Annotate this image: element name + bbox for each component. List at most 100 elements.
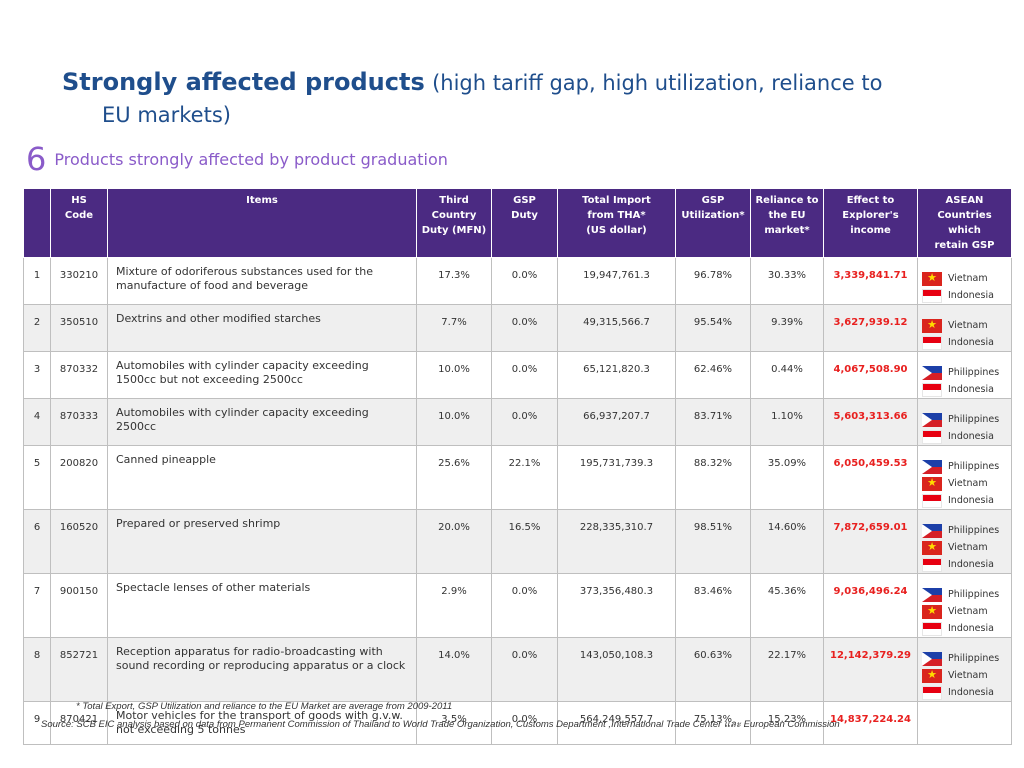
- section-heading-text: Products strongly affected by product gr…: [54, 149, 448, 169]
- table-header-row: HS Code Items Third Country Duty (MFN) GSP D…: [23, 188, 1012, 258]
- total-import-cell: 564,249,557.7: [557, 701, 676, 745]
- hs-code-cell: 200820: [50, 445, 108, 510]
- header-reliance: Reliance to the EU market*: [750, 188, 824, 258]
- gsp-utilization-cell: 75.13%: [675, 701, 751, 745]
- effect-income-cell: 3,627,939.12: [823, 304, 918, 352]
- flag-ph-icon: [922, 412, 942, 427]
- row-number: 7: [23, 573, 51, 638]
- gsp-duty-cell: 22.1%: [491, 445, 558, 510]
- reliance-cell: 0.44%: [750, 351, 824, 399]
- third-country-duty-cell: 14.0%: [416, 637, 492, 702]
- reliance-cell: 1.10%: [750, 398, 824, 446]
- reliance-cell: 35.09%: [750, 445, 824, 510]
- title-sub-line1: (high tariff gap, high utilization, reli…: [432, 71, 883, 95]
- item-description: Automobiles with cylinder capacity excee…: [107, 351, 417, 399]
- country-entry: Vietnam: [922, 539, 1007, 556]
- flag-vn-icon: [922, 540, 942, 555]
- country-name: Vietnam: [948, 273, 988, 284]
- title-strong: Strongly affected products: [62, 68, 425, 96]
- flag-id-icon: [922, 288, 942, 303]
- table-row: 8 852721 Reception apparatus for radio-bro…: [23, 637, 1012, 702]
- gsp-utilization-cell: 96.78%: [675, 257, 751, 305]
- effect-income-cell: 4,067,508.90: [823, 351, 918, 399]
- country-entry: Indonesia: [922, 428, 1007, 445]
- item-description: Prepared or preserved shrimp: [107, 509, 417, 574]
- country-entry: Indonesia: [922, 492, 1007, 509]
- country-entry: Indonesia: [922, 381, 1007, 398]
- total-import-cell: 66,937,207.7: [557, 398, 676, 446]
- country-name: Philippines: [948, 461, 1000, 472]
- item-description: Motor vehicles for the transport of good…: [107, 701, 417, 745]
- asean-countries-cell: Philippines Vietnam Indonesia: [917, 509, 1012, 574]
- table-row: 2 350510 Dextrins and other modified starc…: [23, 304, 1012, 352]
- header-gsp-duty: GSP Duty: [491, 188, 558, 258]
- total-import-cell: 373,356,480.3: [557, 573, 676, 638]
- third-country-duty-cell: 20.0%: [416, 509, 492, 574]
- section-heading: 6 Products strongly affected by product …: [26, 142, 448, 176]
- country-name: Philippines: [948, 653, 1000, 664]
- row-number: 3: [23, 351, 51, 399]
- country-name: Indonesia: [948, 623, 994, 634]
- country-entry: Philippines: [922, 364, 1007, 381]
- third-country-duty-cell: 7.7%: [416, 304, 492, 352]
- gsp-utilization-cell: 83.46%: [675, 573, 751, 638]
- item-description: Canned pineapple: [107, 445, 417, 510]
- gsp-duty-cell: 0.0%: [491, 257, 558, 305]
- flag-id-icon: [922, 685, 942, 700]
- source-note: Source: SCB EIC analysis based on data f…: [41, 719, 840, 730]
- table-row: 7 900150 Spectacle lenses of other materia…: [23, 573, 1012, 638]
- hs-code-cell: 870332: [50, 351, 108, 399]
- effect-income-cell: 5,603,313.66: [823, 398, 918, 446]
- country-entry: Vietnam: [922, 475, 1007, 492]
- country-name: Indonesia: [948, 337, 994, 348]
- gsp-duty-cell: 0.0%: [491, 637, 558, 702]
- country-entry: Philippines: [922, 458, 1007, 475]
- header-hs-code: HS Code: [50, 188, 108, 258]
- hs-code-cell: 870333: [50, 398, 108, 446]
- flag-ph-icon: [922, 587, 942, 602]
- slide-title: Strongly affected products (high tariff …: [62, 66, 972, 131]
- reliance-cell: 30.33%: [750, 257, 824, 305]
- flag-ph-icon: [922, 523, 942, 538]
- gsp-duty-cell: 16.5%: [491, 509, 558, 574]
- third-country-duty-cell: 25.6%: [416, 445, 492, 510]
- products-table: HS Code Items Third Country Duty (MFN) GSP D…: [23, 188, 1012, 745]
- reliance-cell: 45.36%: [750, 573, 824, 638]
- asean-countries-cell: Philippines Vietnam Indonesia: [917, 445, 1012, 510]
- flag-vn-icon: [922, 476, 942, 491]
- flag-vn-icon: [922, 668, 942, 683]
- header-total-import: Total Import from THA* (US dollar): [557, 188, 676, 258]
- country-entry: Philippines: [922, 522, 1007, 539]
- item-description: Reception apparatus for radio-broadcasti…: [107, 637, 417, 702]
- header-third-country-duty: Third Country Duty (MFN): [416, 188, 492, 258]
- item-description: Spectacle lenses of other materials: [107, 573, 417, 638]
- header-effect: Effect to Explorer's income: [823, 188, 918, 258]
- table-row: 1 330210 Mixture of odoriferous substances…: [23, 257, 1012, 305]
- asean-countries-cell: Philippines Vietnam Indonesia: [917, 637, 1012, 702]
- asean-countries-cell: Vietnam Indonesia: [917, 257, 1012, 305]
- effect-income-cell: 7,872,659.01: [823, 509, 918, 574]
- reliance-cell: 14.60%: [750, 509, 824, 574]
- country-name: Indonesia: [948, 495, 994, 506]
- country-name: Indonesia: [948, 431, 994, 442]
- flag-ph-icon: [922, 459, 942, 474]
- gsp-duty-cell: 0.0%: [491, 701, 558, 745]
- flag-id-icon: [922, 429, 942, 444]
- asean-countries-cell: Philippines Indonesia: [917, 351, 1012, 399]
- flag-id-icon: [922, 621, 942, 636]
- flag-id-icon: [922, 493, 942, 508]
- row-number: 5: [23, 445, 51, 510]
- hs-code-cell: 330210: [50, 257, 108, 305]
- effect-income-cell: 6,050,459.53: [823, 445, 918, 510]
- total-import-cell: 228,335,310.7: [557, 509, 676, 574]
- flag-id-icon: [922, 335, 942, 350]
- country-entry: Indonesia: [922, 620, 1007, 637]
- header-items: Items: [107, 188, 417, 258]
- gsp-duty-cell: 0.0%: [491, 351, 558, 399]
- table-row: 6 160520 Prepared or preserved shrimp 20.0%…: [23, 509, 1012, 574]
- country-name: Vietnam: [948, 320, 988, 331]
- country-entry: Vietnam: [922, 270, 1007, 287]
- country-name: Indonesia: [948, 687, 994, 698]
- country-name: Indonesia: [948, 559, 994, 570]
- hs-code-cell: 160520: [50, 509, 108, 574]
